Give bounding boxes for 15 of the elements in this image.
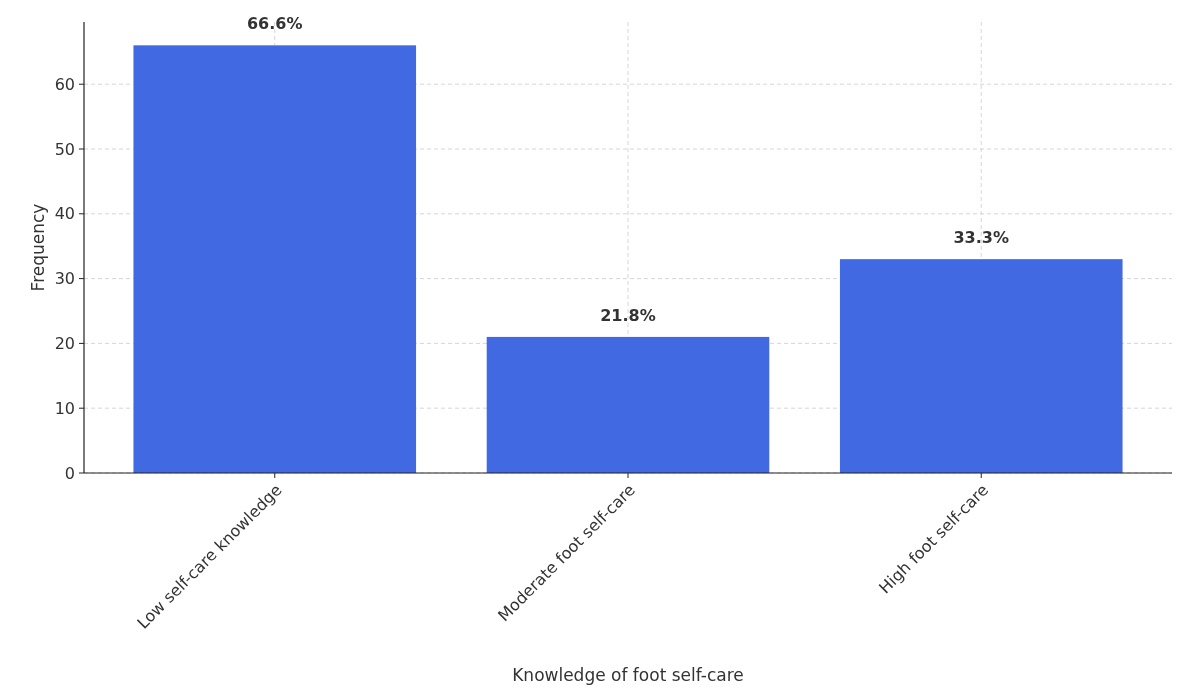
y-tick-label: 20 xyxy=(54,334,75,353)
y-tick-label: 30 xyxy=(54,269,75,289)
annotation: 33.3% xyxy=(953,228,1009,248)
bar xyxy=(839,259,1123,473)
y-tick-label: 40 xyxy=(54,204,75,224)
y-tick-label: 10 xyxy=(54,398,75,418)
bar xyxy=(486,336,770,473)
y-axis-title: Frequency xyxy=(28,203,48,292)
x-axis-title: Knowledge of foot self-care xyxy=(512,665,744,685)
y-tick-label: 0 xyxy=(64,463,75,483)
annotation: 21.8% xyxy=(600,305,656,325)
bar xyxy=(133,45,417,473)
annotation: 66.6% xyxy=(247,14,303,34)
y-tick-label: 60 xyxy=(54,74,75,94)
y-tick-label: 50 xyxy=(54,139,75,159)
